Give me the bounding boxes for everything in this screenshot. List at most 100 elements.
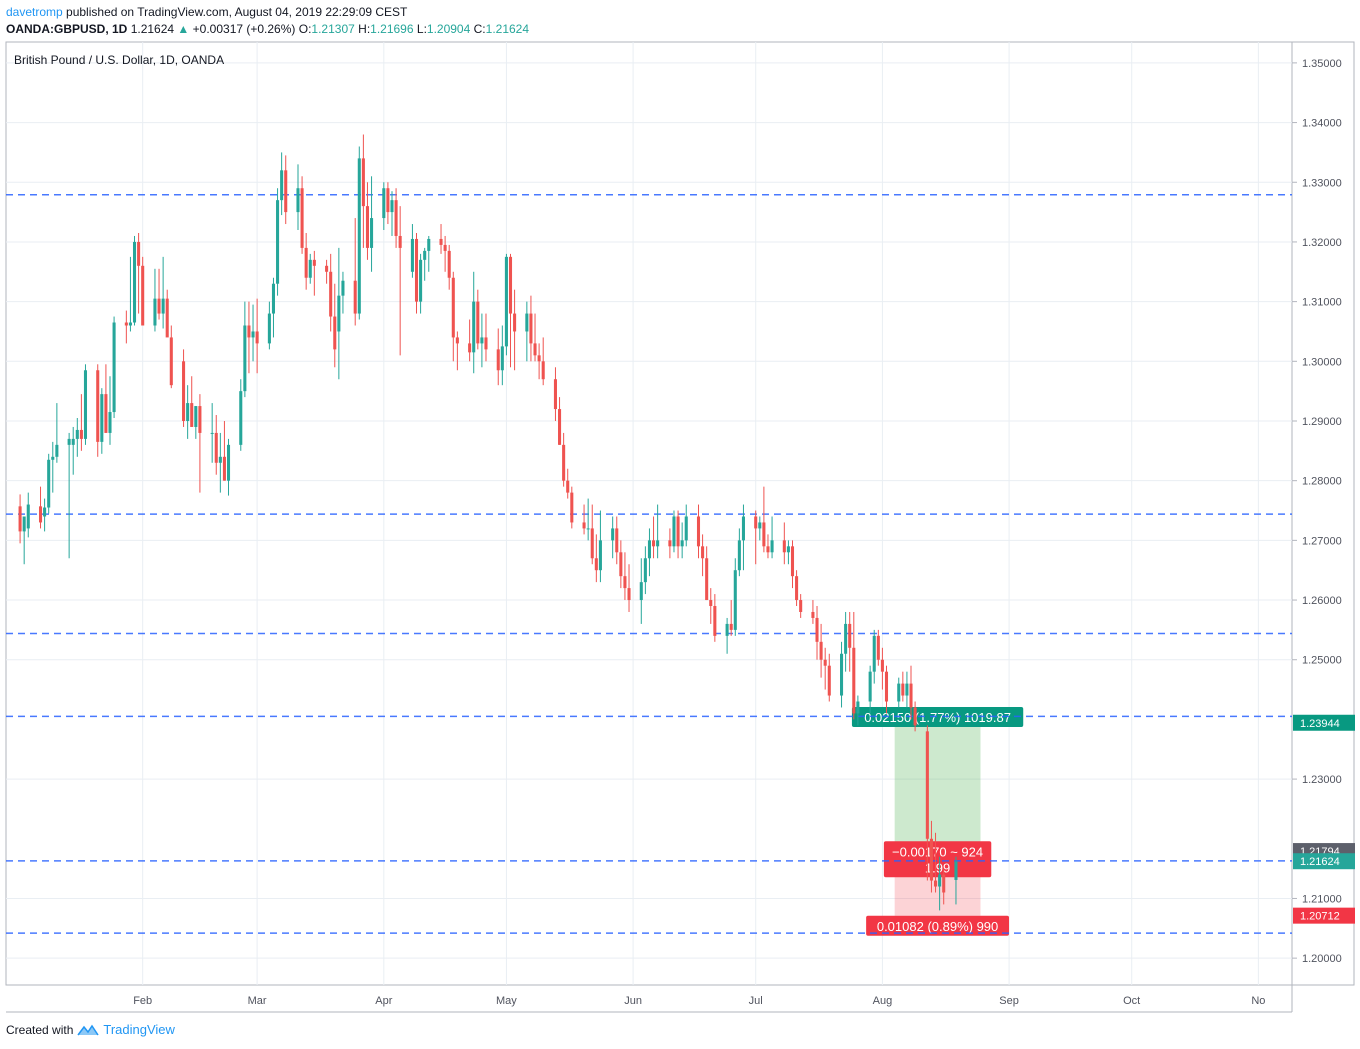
candle-body xyxy=(480,337,484,344)
candle-body xyxy=(108,412,112,433)
candle xyxy=(337,247,341,380)
candle-body xyxy=(296,188,300,213)
candle xyxy=(533,313,537,362)
candle xyxy=(96,364,100,457)
candle-body xyxy=(304,247,308,278)
candle xyxy=(815,606,819,660)
open-label: O: xyxy=(298,22,312,36)
high-value: 1.21696 xyxy=(370,22,414,36)
candle xyxy=(504,253,508,356)
candle xyxy=(38,486,43,529)
candle xyxy=(47,453,51,514)
candle-body xyxy=(627,588,631,601)
candle-body xyxy=(271,283,276,314)
ohlc-line: OANDA:GBPUSD, 1D 1.21624 ▲ +0.00317 (+0.… xyxy=(6,21,529,38)
price-axis-label: 1.21624 xyxy=(1293,853,1355,870)
candle xyxy=(770,516,774,559)
candle-body xyxy=(668,540,672,547)
candle-body xyxy=(880,659,884,672)
candle-body xyxy=(410,238,414,272)
candle xyxy=(737,528,741,577)
candle xyxy=(239,379,243,451)
candle xyxy=(619,540,623,589)
candle-body xyxy=(533,343,537,356)
loss-label[interactable]: 0.01082 (0.89%) 990 xyxy=(866,915,1010,936)
horizontal-levels[interactable] xyxy=(6,194,1292,934)
candle-body xyxy=(222,456,226,481)
profit-label[interactable]: 0.02150 (1.77%) 1019.87 xyxy=(851,706,1024,727)
candle-body xyxy=(284,170,288,213)
price-axis-label: 1.23944 xyxy=(1293,714,1355,731)
candle xyxy=(325,259,329,284)
candle xyxy=(782,522,786,565)
time-tick-label: Mar xyxy=(248,995,267,1007)
price-tick-label: 1.27000 xyxy=(1302,535,1342,547)
candle-body xyxy=(623,576,627,589)
profit-zone[interactable] xyxy=(894,722,981,852)
candle xyxy=(643,546,647,595)
candle-body xyxy=(525,313,529,332)
candle xyxy=(165,289,169,338)
candle-body xyxy=(329,271,333,317)
candle-body xyxy=(705,558,709,601)
candle xyxy=(623,552,627,601)
candle xyxy=(414,232,419,314)
price-tick-label: 1.35000 xyxy=(1302,58,1342,70)
candle xyxy=(100,388,104,454)
candle xyxy=(508,253,513,368)
candle-body xyxy=(954,861,958,880)
candle xyxy=(182,349,186,427)
candle xyxy=(353,218,357,326)
candle xyxy=(476,289,480,350)
candle xyxy=(169,325,173,389)
candle xyxy=(852,611,856,720)
position-tool[interactable]: 0.02150 (1.77%) 1019.87 −0.00170 ~ 9241.9… xyxy=(851,706,1024,936)
candle-body xyxy=(741,516,745,541)
candle xyxy=(198,394,202,493)
created-with-label: Created with xyxy=(6,1022,74,1037)
axes: 1.35000 1.34000 1.33000 1.32000 1.31000 1.300… xyxy=(133,58,1355,1007)
candle xyxy=(795,570,799,607)
candle-body xyxy=(423,250,427,260)
candle xyxy=(844,611,848,672)
candle-body xyxy=(455,337,459,344)
candle-body xyxy=(361,158,365,207)
candle-body xyxy=(790,546,795,577)
candle-body xyxy=(79,429,83,439)
candle-body xyxy=(308,259,312,278)
candle-body xyxy=(365,206,369,248)
candle xyxy=(725,617,729,654)
candle xyxy=(308,253,312,284)
candle-body xyxy=(819,641,823,660)
candle xyxy=(214,415,218,475)
candle xyxy=(513,289,517,371)
username-link[interactable]: davetromp xyxy=(6,5,63,19)
candle-body xyxy=(586,528,590,530)
candle xyxy=(382,182,386,231)
candle xyxy=(468,319,472,362)
candle-body xyxy=(504,256,508,347)
candle xyxy=(929,820,933,893)
candle xyxy=(243,301,247,398)
candle-body xyxy=(43,507,47,517)
candle xyxy=(370,176,374,272)
price-axis-label-text: 1.21624 xyxy=(1300,856,1340,868)
candle xyxy=(394,188,398,248)
candle xyxy=(137,232,141,314)
candle-body xyxy=(590,528,594,559)
candle xyxy=(18,494,22,544)
high-label: H: xyxy=(358,22,371,36)
candle-body xyxy=(848,623,852,648)
candle xyxy=(876,629,880,666)
candle xyxy=(451,271,455,362)
candle-body xyxy=(18,506,22,532)
candle xyxy=(55,403,59,463)
candle-body xyxy=(210,432,214,434)
tradingview-brand[interactable]: TradingView xyxy=(103,1022,175,1037)
candle-body xyxy=(447,250,451,278)
candle xyxy=(271,277,276,338)
candle xyxy=(705,546,709,601)
candle xyxy=(296,164,300,231)
